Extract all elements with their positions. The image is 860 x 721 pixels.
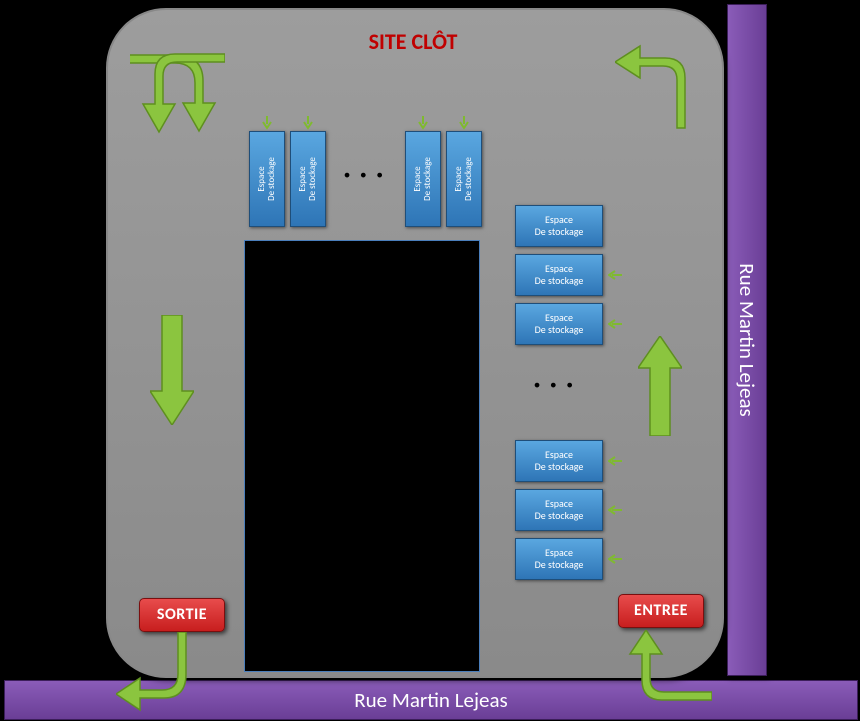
storage-top-2: EspaceDe stockage [290,131,326,227]
storage-right-1: EspaceDe stockage [515,205,603,247]
storage-right-6: EspaceDe stockage [515,538,603,580]
street-bottom-label: Rue Martin Lejeas [354,687,507,713]
small-arrow-down-icon [303,116,313,130]
storage-top-1: EspaceDe stockage [249,131,285,227]
small-arrow-left-icon [608,456,622,466]
flow-arrow-entree-icon [612,630,712,712]
flow-arrow-sortie-icon [116,632,216,712]
entree-label: ENTREE [634,601,688,620]
storage-right-4: EspaceDe stockage [515,440,603,482]
small-arrow-left-icon [608,505,622,515]
central-building [244,240,480,672]
flow-arrow-top-right-icon [615,38,705,138]
ellipsis-right: ● ● ● [534,378,577,391]
storage-top-4: EspaceDe stockage [446,131,482,227]
storage-right-5: EspaceDe stockage [515,489,603,531]
entree-sign: ENTREE [618,594,704,628]
small-arrow-down-icon [459,116,469,130]
storage-right-2: EspaceDe stockage [515,254,603,296]
street-right: Rue Martin Lejeas [727,4,767,676]
sortie-label: SORTIE [157,605,207,624]
small-arrow-down-icon [262,116,272,130]
flow-arrow-down-icon [150,315,194,425]
ellipsis-top: ● ● ● [344,168,387,181]
sortie-sign: SORTIE [139,598,225,632]
flow-arrow-top-left-icon [130,38,225,138]
storage-top-3: EspaceDe stockage [405,131,441,227]
small-arrow-down-icon [418,116,428,130]
small-arrow-left-icon [608,319,622,329]
street-right-label: Rue Martin Lejeas [734,263,760,416]
small-arrow-left-icon [608,270,622,280]
storage-right-3: EspaceDe stockage [515,303,603,345]
small-arrow-left-icon [608,554,622,564]
flow-arrow-up-icon [638,336,682,436]
